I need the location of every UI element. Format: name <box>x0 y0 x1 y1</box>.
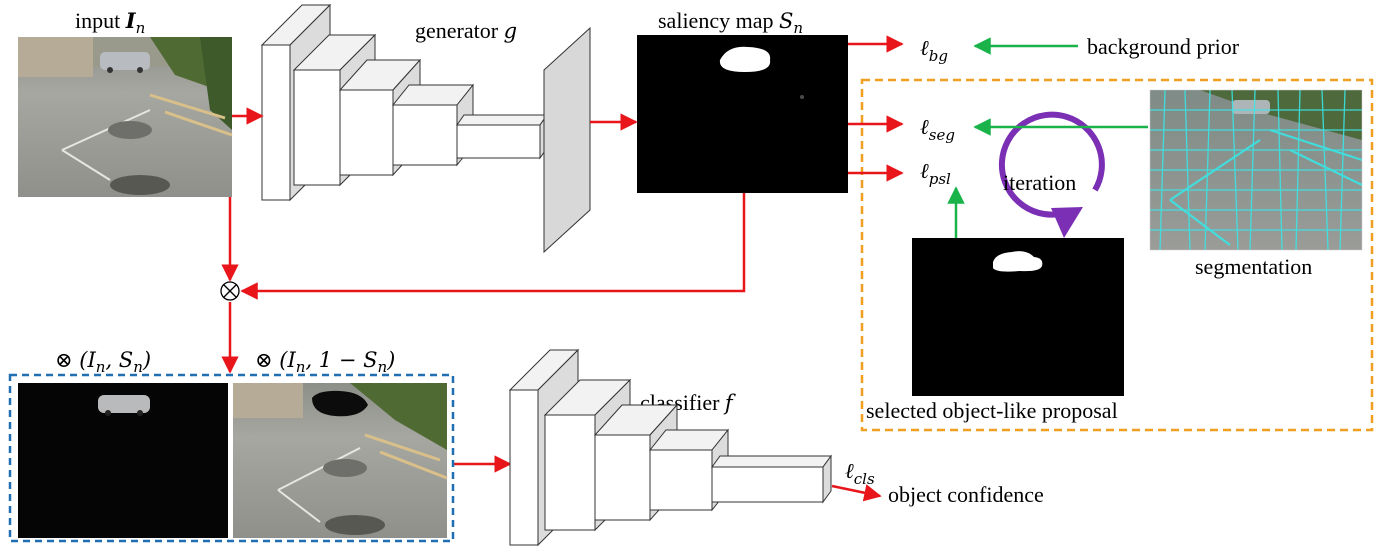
forward-arrows <box>221 35 904 502</box>
training-region-box <box>860 78 1374 432</box>
loss-cls: ℓcls <box>845 459 875 488</box>
generator-label: generator g <box>415 18 517 43</box>
masked-background-image <box>233 383 448 538</box>
background-prior-label: background prior <box>1087 34 1240 59</box>
segmentation-label: segmentation <box>1195 254 1312 279</box>
saliency-map-image <box>637 35 848 193</box>
loss-seg: ℓseg <box>920 115 955 144</box>
proposal-image <box>912 238 1124 396</box>
circular-arrow-icon <box>998 111 1105 238</box>
generator-network <box>260 3 591 254</box>
classifier-network <box>508 348 832 547</box>
masked-foreground-image <box>18 383 228 538</box>
supervision-arrows <box>947 37 1148 238</box>
loss-bg: ℓbg <box>920 36 948 65</box>
object-confidence-label: object confidence <box>888 482 1044 507</box>
loss-psl: ℓpsl <box>920 159 951 188</box>
proposal-label: selected object-like proposal <box>866 398 1118 423</box>
iteration-label: iteration <box>1003 170 1076 195</box>
circled-times-icon <box>220 281 240 301</box>
saliency-label: saliency map Sn <box>658 8 803 37</box>
segmentation-image <box>1149 89 1363 251</box>
masked-foreground-label: ⊗ (In, Sn) <box>55 348 151 376</box>
classifier-label: classifier f <box>640 390 736 415</box>
masked-background-label: ⊗ (In, 1 − Sn) <box>255 348 395 376</box>
input-image <box>18 37 233 197</box>
input-label: input In <box>75 8 145 37</box>
masked-pair-box <box>8 373 455 543</box>
